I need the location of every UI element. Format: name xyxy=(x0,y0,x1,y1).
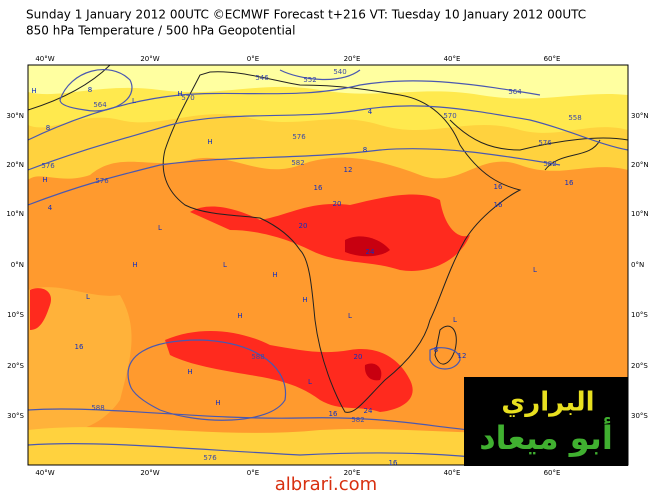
geopotential-label: 588 xyxy=(91,404,104,412)
lon-label: 40°W xyxy=(35,469,54,477)
geopotential-label: 558 xyxy=(568,114,581,122)
geopotential-label: 564 xyxy=(93,101,107,109)
temperature-label: 16 xyxy=(494,183,503,191)
pressure-mark: H xyxy=(31,87,36,95)
pressure-mark: H xyxy=(237,312,242,320)
subtitle: 850 hPa Temperature / 500 hPa Geopotenti… xyxy=(26,24,295,38)
lat-label: 10°N xyxy=(631,210,649,218)
watermark-box xyxy=(464,377,628,466)
pressure-mark: L xyxy=(453,316,457,324)
lat-label: 10°S xyxy=(631,311,648,319)
temperature-label: 16 xyxy=(75,343,84,351)
pressure-mark: H xyxy=(207,138,212,146)
lon-label: 20°W xyxy=(140,55,159,63)
pressure-mark: L xyxy=(132,97,136,105)
temperature-label: 20 xyxy=(299,222,308,230)
geopotential-label: 582 xyxy=(543,160,556,168)
geopotential-label: 540 xyxy=(333,68,346,76)
pressure-mark: L xyxy=(308,378,312,386)
temperature-label: 20 xyxy=(354,353,363,361)
lat-label: 10°S xyxy=(7,311,24,319)
temperature-label: 16 xyxy=(329,410,338,418)
temperature-label: 16 xyxy=(565,179,574,187)
geopotential-label: 546 xyxy=(255,74,269,82)
temperature-label: 24 xyxy=(364,407,373,415)
lat-label: 0°N xyxy=(11,261,24,269)
geopotential-label: 552 xyxy=(303,76,316,84)
pressure-mark: H xyxy=(187,368,192,376)
lat-label: 0°N xyxy=(631,261,644,269)
site-label: albrari.com xyxy=(275,474,377,493)
geopotential-label: 576 xyxy=(292,133,306,141)
watermark-line2: أبو ميعاد xyxy=(479,417,613,457)
temperature-label: 8 xyxy=(46,124,50,132)
lon-label: 60°E xyxy=(544,469,561,477)
pressure-mark: H xyxy=(42,176,47,184)
geopotential-label: 576 xyxy=(95,177,109,185)
lat-label: 20°N xyxy=(631,161,649,169)
pressure-mark: L xyxy=(158,224,162,232)
temperature-label: 8 xyxy=(88,86,92,94)
lat-label: 10°N xyxy=(6,210,24,218)
pressure-mark: L xyxy=(86,293,90,301)
pressure-mark: H xyxy=(302,296,307,304)
temperature-label: 24 xyxy=(366,248,375,256)
geopotential-label: 564 xyxy=(508,88,522,96)
lat-label: 20°S xyxy=(631,362,648,370)
lat-label: 20°N xyxy=(6,161,24,169)
pressure-mark: L xyxy=(348,312,352,320)
pressure-mark: L xyxy=(533,266,537,274)
temperature-label: 4 xyxy=(368,108,373,116)
lon-label: 20°E xyxy=(344,469,361,477)
temperature-label: 8 xyxy=(363,146,367,154)
lon-label: 40°W xyxy=(35,55,54,63)
geopotential-contours xyxy=(28,69,628,461)
geopotential-label: 570 xyxy=(443,112,456,120)
temperature-label: 12 xyxy=(344,166,353,174)
geopotential-label: 576 xyxy=(41,162,55,170)
geopotential-label: 576 xyxy=(203,454,217,462)
temperature-label: 20 xyxy=(333,200,342,208)
temperature-label: 16 xyxy=(314,184,323,192)
lon-label: 40°E xyxy=(444,469,461,477)
geopotential-label: 582 xyxy=(291,159,304,167)
coastlines xyxy=(28,65,628,413)
lat-label: 30°N xyxy=(6,112,24,120)
temperature-label: 16 xyxy=(494,201,503,209)
geopotential-label: 576 xyxy=(538,139,552,147)
geopotential-label: 582 xyxy=(351,416,364,424)
geopotential-label: 588 xyxy=(251,353,264,361)
lat-label: 30°N xyxy=(631,112,649,120)
lon-label: 40°E xyxy=(444,55,461,63)
pressure-mark: H xyxy=(132,261,137,269)
lon-label: 20°W xyxy=(140,469,159,477)
temperature-label: 4 xyxy=(48,204,53,212)
lat-label: 30°S xyxy=(631,412,648,420)
title: Sunday 1 January 2012 00UTC ©ECMWF Forec… xyxy=(26,8,586,22)
temperature-label: 12 xyxy=(458,352,467,360)
lon-label: 60°E xyxy=(544,55,561,63)
lat-label: 30°S xyxy=(7,412,24,420)
pressure-mark: H xyxy=(215,399,220,407)
pressure-mark: H xyxy=(177,90,182,98)
lon-label: 0°E xyxy=(247,55,259,63)
map-frame xyxy=(27,64,629,466)
pressure-mark: H xyxy=(272,271,277,279)
watermark-line1: البراري xyxy=(501,388,594,418)
temperature-label: 16 xyxy=(389,459,398,467)
pressure-mark: L xyxy=(223,261,227,269)
lat-label: 20°S xyxy=(7,362,24,370)
geopotential-label: 570 xyxy=(181,94,194,102)
lon-label: 0°E xyxy=(247,469,259,477)
temperature-label: 8 xyxy=(434,346,438,354)
lon-label: 20°E xyxy=(344,55,361,63)
